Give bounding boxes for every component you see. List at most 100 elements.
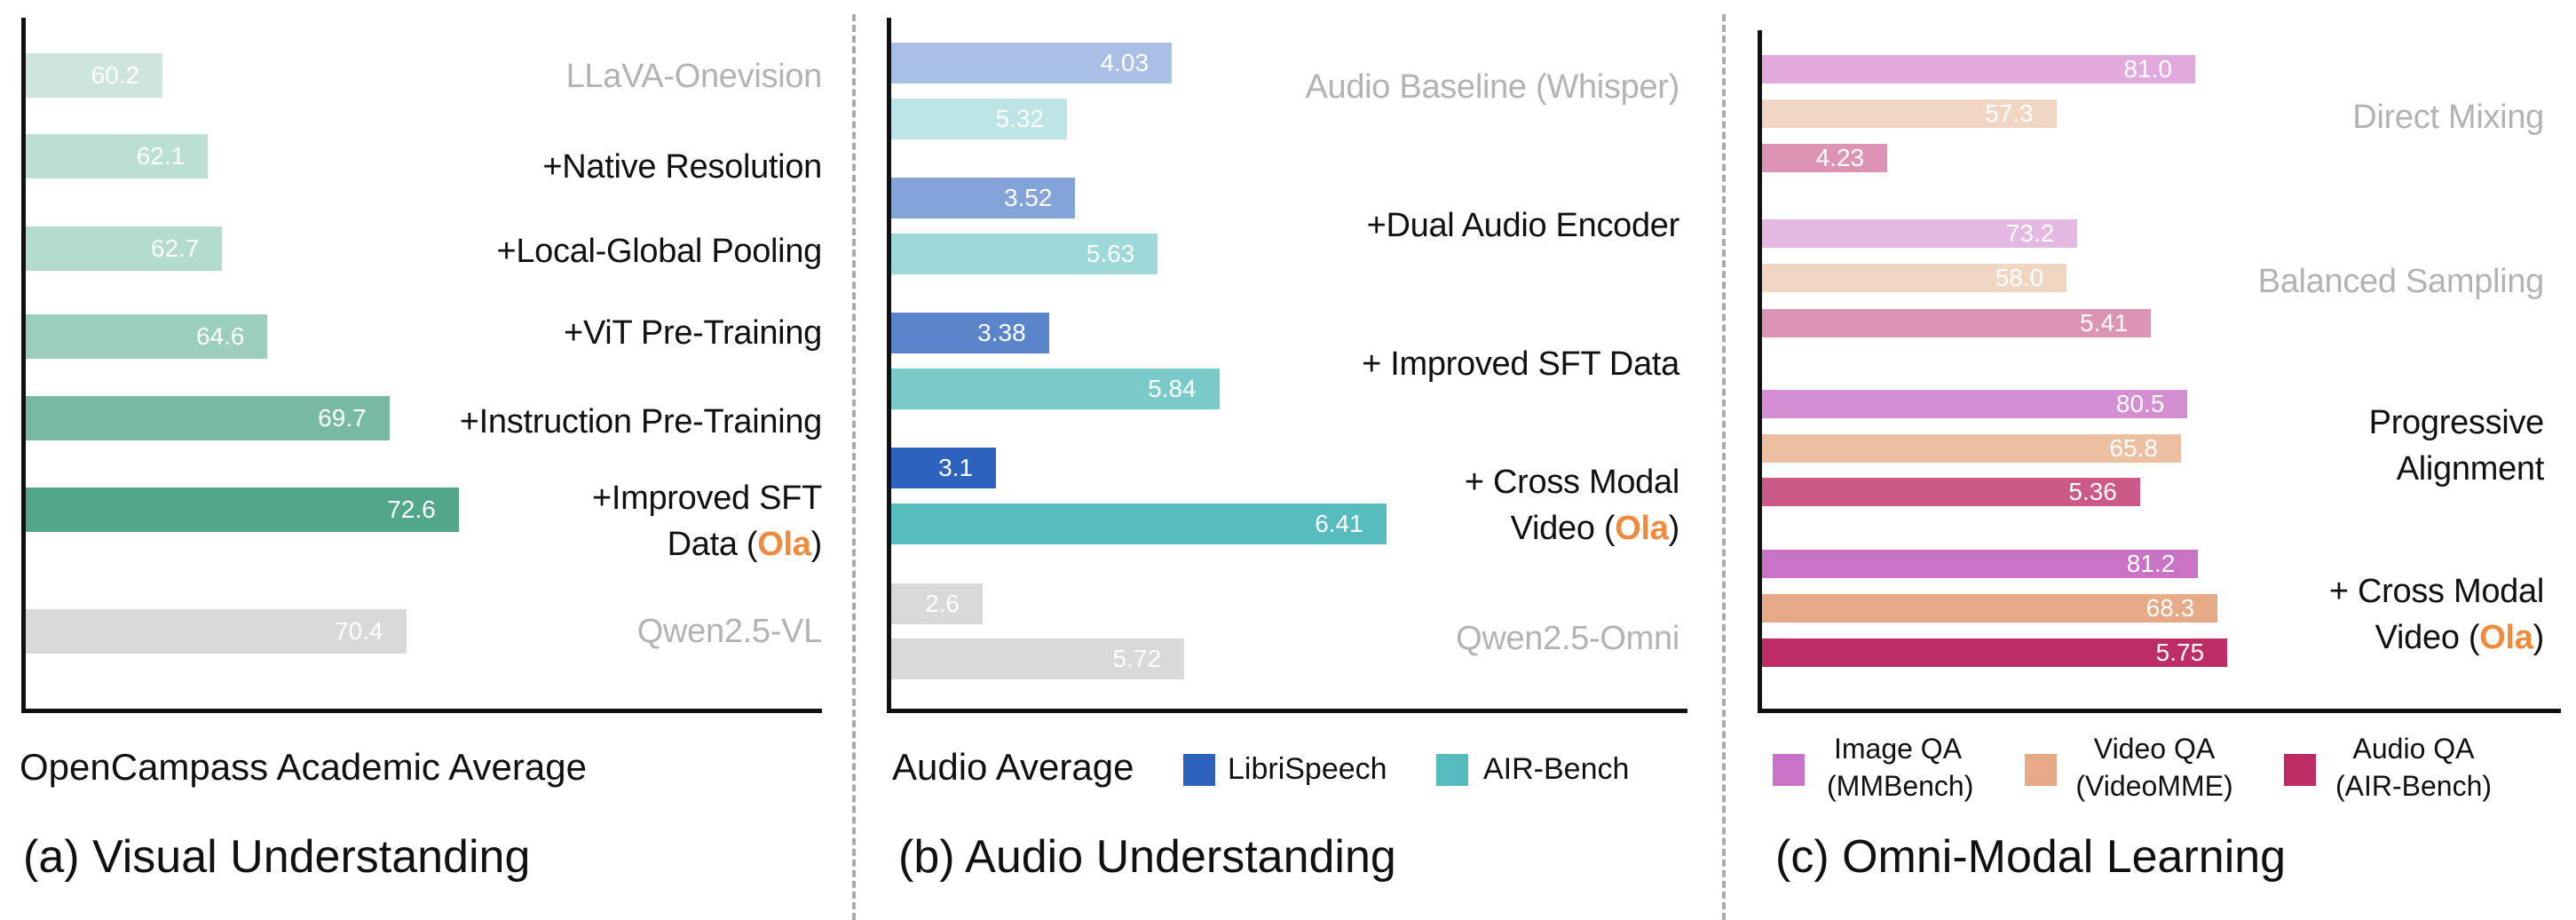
bar-value-label: 72.6 [387,496,436,523]
bar [1762,434,2181,463]
label-text: Audio Baseline (Whisper) [1305,68,1679,106]
x-axis-line [21,709,822,713]
legend-label-video-qa: Video QA (VideoMME) [2074,730,2234,805]
legend-line: (MMBench) [1827,770,1974,802]
bar-value-label: 6.41 [1315,510,1363,537]
bar-value-label: 65.8 [2109,434,2158,462]
panel-title: (c) Omni-Modal Learning [1775,831,2287,883]
label-text: +ViT Pre-Training [564,314,822,352]
category-label-line: +Dual Audio Encoder [1366,202,1680,249]
bar [1762,219,2078,248]
bar-value-label: 58.0 [1995,264,2044,291]
bar-value-label: 68.3 [2145,594,2195,622]
category-label-line: + Cross Modal [1465,459,1679,505]
bar-value-label: 5.36 [2068,478,2117,505]
bar-value-label: 5.72 [1112,645,1162,672]
bar [26,609,407,654]
label-text: Progressive [2368,404,2545,441]
label-text: Data ( [667,526,758,563]
bar [26,488,459,532]
bar-value-label: 73.2 [2005,219,2055,247]
category-label: Progressive Alignment [2368,400,2545,492]
label-text: +Native Resolution [542,148,822,186]
category-label: Balanced Sampling [2257,258,2545,305]
panel-title: (a) Visual Understanding [23,831,531,883]
legend-line: Image QA [1833,733,1963,765]
label-text: Qwen2.5-Omni [1456,620,1679,657]
category-label-line: Balanced Sampling [2257,258,2545,305]
label-text: Balanced Sampling [2257,263,2545,300]
category-label: +ViT Pre-Training [564,310,822,356]
category-label-line: +Instruction Pre-Training [459,399,823,445]
legend-swatch-librispeech [1183,754,1215,786]
bar-value-label: 3.38 [977,319,1026,346]
legend-line: (AIR-Bench) [2335,770,2493,802]
panel-divider [852,14,856,920]
bar-value-label: 57.3 [1985,99,2034,127]
category-label-line: Video (Ola) [1465,505,1680,551]
category-label: Direct Mixing [2352,94,2544,140]
bar [1762,594,2218,623]
legend-label-image-qa: Image QA (MMBench) [1827,730,1974,805]
y-axis-line [21,18,26,713]
category-label-line: Qwen2.5-Omni [1456,615,1679,662]
category-label: + Cross Modal Video (Ola) [2329,568,2544,661]
category-label-line: LLaVA-Onevision [565,53,823,99]
label-text: +Dual Audio Encoder [1366,207,1680,244]
category-label-line: Audio Baseline (Whisper) [1305,64,1679,110]
bar [1762,309,2152,337]
category-label-line: +Improved SFT [592,475,822,521]
panel-title: (b) Audio Understanding [898,831,1396,883]
legend-label-librispeech: LibriSpeech [1228,752,1387,786]
legend-swatch-air-bench [1436,754,1468,786]
label-text: ) [810,526,823,563]
label-text: LLaVA-Onevision [565,58,823,95]
panel-divider [1722,14,1726,920]
bar [26,53,163,98]
bar [1762,638,2228,667]
bar-value-label: 5.63 [1086,240,1135,267]
bar-value-label: 81.2 [2126,550,2176,577]
legend-line: (VideoMME) [2075,770,2233,802]
bar-value-label: 4.23 [1815,144,1865,171]
bar [891,369,1220,409]
bar-value-label: 3.52 [1003,184,1053,211]
category-label-line: Progressive [2368,400,2545,446]
legend-line: Audio QA [2352,733,2475,765]
category-label: +Improved SFT Data (Ola) [592,475,822,567]
label-text: +Instruction Pre-Training [459,403,823,440]
bar-value-label: 5.32 [995,105,1045,132]
bar [26,134,209,178]
category-label-line: Data (Ola) [592,521,823,567]
bar [891,178,1076,218]
bar [1762,99,2057,128]
bar [891,583,983,624]
category-label: Qwen2.5-Omni [1456,615,1679,662]
label-text: Video ( [1510,510,1616,547]
bar-value-label: 2.6 [925,590,960,617]
bar [891,638,1184,679]
bar [1762,264,2067,292]
legend-swatch-audio-qa [2284,754,2316,786]
bar [891,504,1387,544]
category-label-line: Video (Ola) [2329,615,2545,661]
ola-highlight: Ola [1615,510,1669,547]
category-label: Audio Baseline (Whisper) [1305,64,1679,110]
category-label: + Improved SFT Data [1362,341,1679,387]
legend-label-air-bench: AIR-Bench [1483,752,1630,786]
category-label-line: + Cross Modal [2329,568,2544,615]
bar-value-label: 70.4 [335,617,383,645]
x-axis-label: Audio Average [892,746,1134,788]
category-label-line: Alignment [2369,446,2545,492]
label-text: ) [2533,619,2545,656]
bar [1762,55,2195,83]
bar [891,448,996,488]
bar [891,99,1067,139]
category-label: +Dual Audio Encoder [1366,202,1680,249]
bar-value-label: 64.6 [195,322,245,350]
y-axis-line [1758,30,1762,713]
category-label: LLaVA-Onevision [565,53,823,99]
category-label: Qwen2.5-VL [637,608,823,654]
legend-swatch-image-qa [1773,754,1805,786]
